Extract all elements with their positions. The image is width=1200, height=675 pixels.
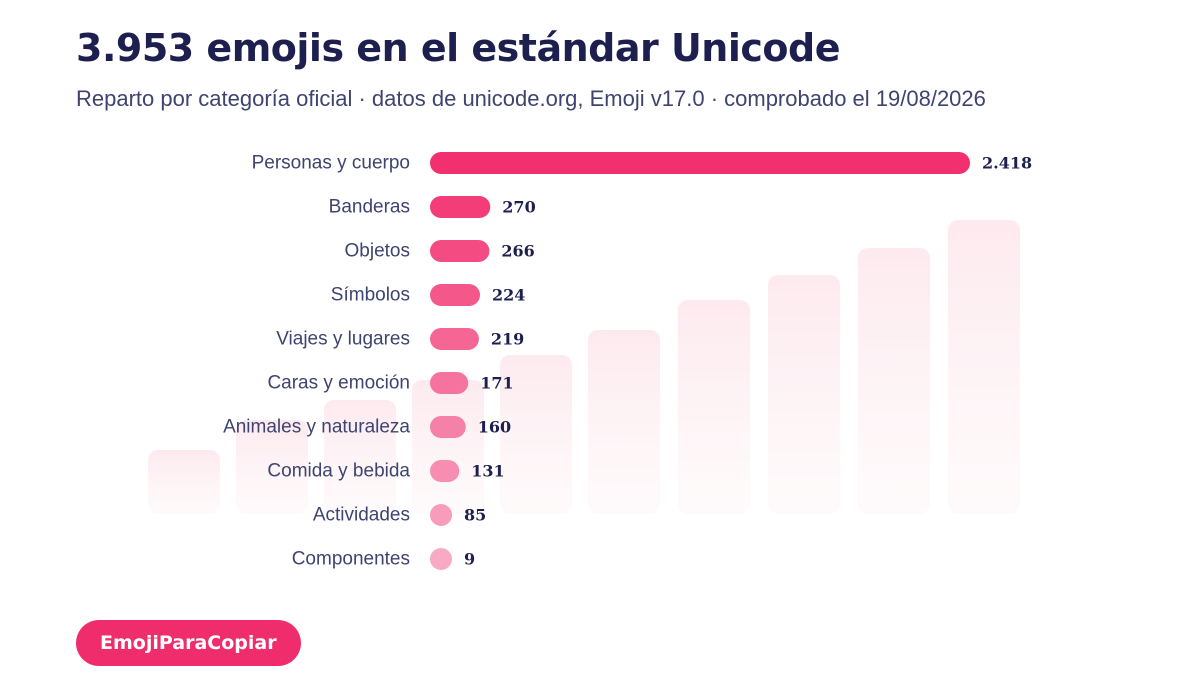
category-label: Comida y bebida	[267, 461, 410, 482]
category-label: Viajes y lugares	[276, 329, 410, 350]
bar	[430, 460, 460, 482]
bar	[430, 372, 469, 394]
category-label: Componentes	[292, 549, 410, 570]
bar	[430, 328, 479, 350]
brand-badge[interactable]: EmojiParaCopiar	[76, 620, 301, 666]
value-label: 219	[491, 330, 524, 349]
bar	[430, 548, 452, 570]
category-label: Personas y cuerpo	[252, 153, 410, 174]
chart-subtitle: Reparto por categoría oficial · datos de…	[76, 86, 986, 111]
value-label: 160	[478, 418, 511, 437]
value-label: 266	[501, 242, 534, 261]
bar	[430, 416, 466, 438]
category-label: Banderas	[329, 197, 410, 218]
value-label: 9	[464, 550, 475, 569]
value-label: 224	[492, 286, 525, 305]
bar	[430, 284, 481, 306]
bar	[430, 196, 491, 218]
value-label: 171	[480, 374, 513, 393]
category-label: Actividades	[313, 505, 410, 526]
value-label: 270	[502, 198, 535, 217]
chart-title: 3.953 emojis en el estándar Unicode	[76, 26, 841, 70]
category-label: Símbolos	[331, 285, 410, 306]
category-label: Objetos	[345, 241, 410, 262]
value-label: 131	[471, 462, 504, 481]
category-label: Animales y naturaleza	[223, 417, 410, 438]
bar	[430, 240, 490, 262]
bar	[430, 152, 970, 174]
value-label: 2.418	[982, 154, 1032, 173]
bar	[430, 504, 452, 526]
value-label: 85	[464, 506, 486, 525]
category-label: Caras y emoción	[267, 373, 410, 394]
